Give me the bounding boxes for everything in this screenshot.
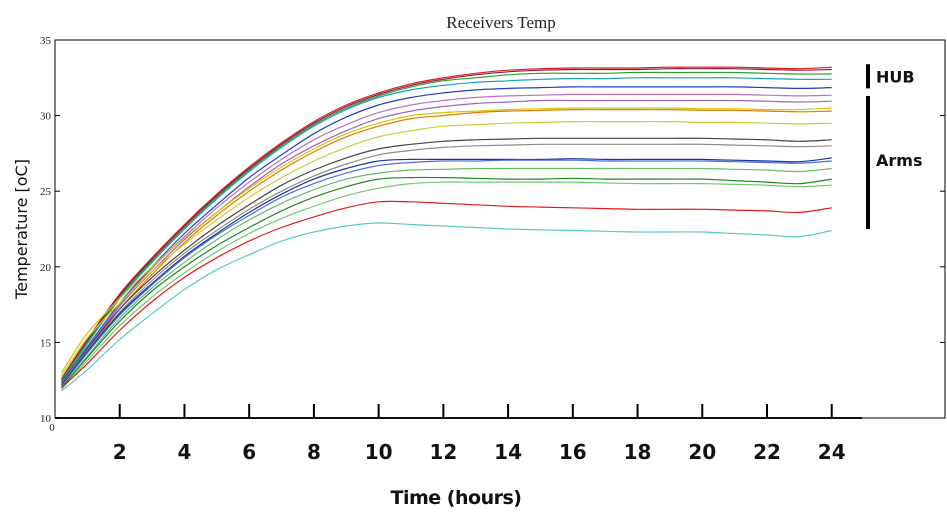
x-origin-label: 0 bbox=[49, 422, 55, 434]
series-line-8 bbox=[60, 107, 832, 373]
series-line-4 bbox=[61, 77, 832, 383]
series-line-1 bbox=[60, 66, 832, 380]
x-axis-label: Time (hours) bbox=[391, 487, 522, 509]
y-axis: 10 15 20 25 30 35 bbox=[40, 35, 945, 425]
series-line-16 bbox=[61, 176, 832, 389]
series-line-10 bbox=[61, 120, 832, 377]
series-line-3 bbox=[61, 71, 832, 381]
series-line-7 bbox=[61, 99, 832, 386]
x-tick-label: 12 bbox=[429, 440, 457, 464]
x-tick-label: 10 bbox=[365, 440, 393, 464]
y-tick-label: 25 bbox=[40, 186, 52, 198]
series-layer bbox=[60, 66, 832, 392]
y-tick-label: 35 bbox=[40, 35, 52, 47]
annotations: HUB Arms bbox=[866, 64, 922, 229]
series-line-15 bbox=[61, 167, 832, 389]
y-tick-label: 20 bbox=[40, 262, 52, 274]
series-line-6 bbox=[61, 93, 832, 384]
series-line-18 bbox=[61, 200, 832, 389]
series-line-2 bbox=[60, 68, 832, 381]
x-tick-label: 8 bbox=[307, 440, 321, 464]
x-axis: 2 4 6 8 10 12 14 16 18 20 22 24 bbox=[113, 404, 846, 464]
series-line-14 bbox=[61, 159, 832, 387]
x-tick-label: 14 bbox=[494, 440, 522, 464]
series-line-19 bbox=[61, 222, 832, 392]
annotation-label-arms: Arms bbox=[876, 151, 922, 170]
y-tick-label: 15 bbox=[40, 337, 52, 349]
y-axis-label: Temperature [oC] bbox=[12, 159, 31, 300]
series-line-12 bbox=[61, 143, 832, 384]
series-line-5 bbox=[61, 86, 832, 384]
series-line-17 bbox=[61, 181, 832, 390]
x-tick-label: 22 bbox=[753, 440, 781, 464]
annotation-label-hub: HUB bbox=[876, 67, 915, 86]
series-line-9 bbox=[61, 108, 832, 386]
y-tick-label: 30 bbox=[40, 111, 52, 123]
x-tick-label: 4 bbox=[177, 440, 191, 464]
x-tick-label: 16 bbox=[559, 440, 587, 464]
series-line-11 bbox=[61, 137, 832, 383]
x-tick-label: 18 bbox=[624, 440, 652, 464]
x-tick-label: 24 bbox=[818, 440, 846, 464]
x-tick-label: 20 bbox=[688, 440, 716, 464]
y-tick-label: 10 bbox=[40, 413, 52, 425]
x-tick-label: 6 bbox=[242, 440, 256, 464]
x-tick-label: 2 bbox=[113, 440, 127, 464]
plot-area bbox=[54, 39, 946, 419]
chart-title: Receivers Temp bbox=[446, 13, 555, 32]
series-line-13 bbox=[61, 157, 832, 386]
